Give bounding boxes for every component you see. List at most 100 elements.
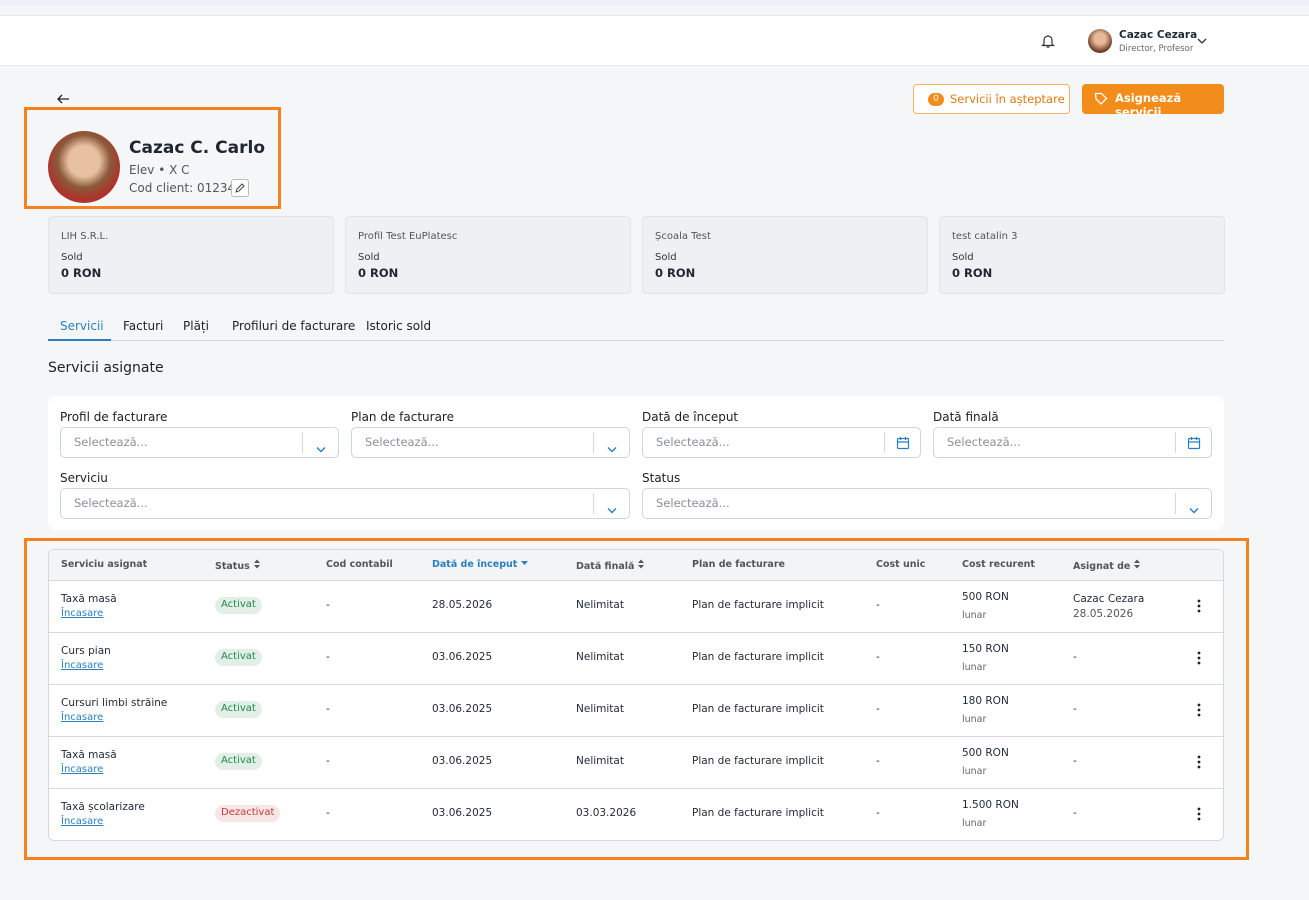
column-header[interactable]: Dată de început <box>432 559 531 570</box>
row-divider <box>49 788 1223 789</box>
one-time-cost: - <box>876 755 880 767</box>
service-name: Cursuri limbi străine <box>61 697 168 709</box>
input-icon[interactable] <box>593 493 629 514</box>
filter-label: Dată de început <box>642 410 739 424</box>
start-date: 03.06.2025 <box>432 651 493 663</box>
back-arrow[interactable] <box>56 93 70 105</box>
row-menu[interactable] <box>1195 702 1203 718</box>
filter-input[interactable] <box>60 488 630 519</box>
filter-label: Serviciu <box>60 471 108 485</box>
balance-label: Sold <box>358 252 380 263</box>
filter-input[interactable] <box>642 488 1212 519</box>
user-name: Cazac Cezara <box>1119 29 1198 41</box>
student-name: Cazac C. Carlo <box>129 138 265 158</box>
tab[interactable]: Servicii <box>60 319 104 333</box>
balance-amount: 0 RON <box>358 266 399 280</box>
tab[interactable]: Plăți <box>183 319 209 333</box>
tabs-divider <box>48 340 1224 341</box>
filter-placeholder: Selectează... <box>656 496 730 510</box>
input-icon[interactable] <box>884 432 920 453</box>
row-menu[interactable] <box>1195 806 1203 822</box>
one-time-cost: - <box>876 807 880 819</box>
filter-placeholder: Selectează... <box>74 435 148 449</box>
service-type[interactable]: Încasare <box>61 608 104 619</box>
kebab-icon <box>1197 599 1201 613</box>
student-avatar <box>48 131 120 203</box>
filter-input[interactable] <box>933 427 1212 458</box>
end-date: 03.03.2026 <box>576 807 637 819</box>
column-header[interactable]: Dată finală <box>576 559 648 572</box>
chevron <box>1189 508 1199 514</box>
row-menu[interactable] <box>1195 650 1203 666</box>
input-icon[interactable] <box>302 432 338 453</box>
recurring-cost: 500 RON <box>962 747 1009 759</box>
assign-services-button[interactable]: Asignează servicii <box>1082 84 1224 119</box>
assign-label: Asignează servicii <box>1115 91 1182 119</box>
recurring-cost: 1.500 RON <box>962 799 1019 811</box>
recurring-period: lunar <box>962 714 987 725</box>
billing-plan: Plan de facturare implicit <box>692 807 824 819</box>
column-header[interactable]: Asignat de <box>1073 559 1144 572</box>
accounting-code: - <box>326 703 330 715</box>
sort-icon <box>250 559 264 572</box>
column-title: Dată de început <box>432 559 518 570</box>
tab[interactable]: Istoric sold <box>366 319 432 333</box>
company-name: test catalin 3 <box>952 231 1018 242</box>
calendar-icon <box>1187 437 1201 450</box>
start-date: 03.06.2025 <box>432 703 493 715</box>
user-avatar[interactable] <box>1088 29 1112 53</box>
chevron <box>607 508 617 514</box>
input-icon[interactable] <box>1175 432 1211 453</box>
column-header: Plan de facturare <box>692 559 785 570</box>
top-bar: Cazac Cezara Director, Profesor <box>0 15 1309 66</box>
row-menu[interactable] <box>1195 598 1203 614</box>
column-title: Cod contabil <box>326 559 393 570</box>
recurring-period: lunar <box>962 818 987 829</box>
status-badge: Activat <box>215 597 262 614</box>
edit-icon <box>235 183 245 193</box>
input-icon[interactable] <box>593 432 629 453</box>
filter-input[interactable] <box>60 427 339 458</box>
status-badge: Activat <box>215 701 262 718</box>
active-tab-indicator <box>48 339 111 341</box>
column-title: Dată finală <box>576 561 635 572</box>
filter-placeholder: Selectează... <box>656 435 730 449</box>
one-time-cost: - <box>876 651 880 663</box>
input-icon[interactable] <box>1175 493 1211 514</box>
service-type[interactable]: Încasare <box>61 712 104 723</box>
service-type[interactable]: Încasare <box>61 764 104 775</box>
status-badge: Activat <box>215 753 262 770</box>
balance-label: Sold <box>61 252 83 263</box>
balance-card <box>939 216 1225 294</box>
recurring-period: lunar <box>962 766 987 777</box>
filter-input[interactable] <box>642 427 921 458</box>
tab[interactable]: Profiluri de facturare <box>232 319 356 333</box>
user-role: Director, Profesor <box>1119 44 1194 54</box>
service-name: Taxă masă <box>61 749 117 761</box>
user-menu-caret[interactable] <box>1197 37 1207 45</box>
tab[interactable]: Facturi <box>123 319 164 333</box>
row-menu[interactable] <box>1195 754 1203 770</box>
column-header: Cod contabil <box>326 559 393 570</box>
assigned-by: - <box>1073 703 1077 715</box>
edit-button[interactable] <box>231 179 249 197</box>
balance-amount: 0 RON <box>61 266 102 280</box>
accounting-code: - <box>326 807 330 819</box>
service-type[interactable]: Încasare <box>61 816 104 827</box>
column-header: Cost unic <box>876 559 925 570</box>
service-type[interactable]: Încasare <box>61 660 104 671</box>
pending-services-button[interactable]: 0 Servicii în așteptare <box>913 84 1070 114</box>
billing-plan: Plan de facturare implicit <box>692 755 824 767</box>
balance-amount: 0 RON <box>655 266 696 280</box>
filter-input[interactable] <box>351 427 630 458</box>
client-code: Cod client: 01234 <box>129 181 236 195</box>
row-divider <box>49 684 1223 685</box>
top-strip <box>0 0 1309 6</box>
one-time-cost: - <box>876 703 880 715</box>
column-title: Plan de facturare <box>692 559 785 570</box>
column-title: Serviciu asignat <box>61 559 148 570</box>
notifications[interactable] <box>1040 33 1056 49</box>
balance-card <box>642 216 928 294</box>
column-header[interactable]: Status <box>215 559 264 572</box>
recurring-period: lunar <box>962 662 987 673</box>
